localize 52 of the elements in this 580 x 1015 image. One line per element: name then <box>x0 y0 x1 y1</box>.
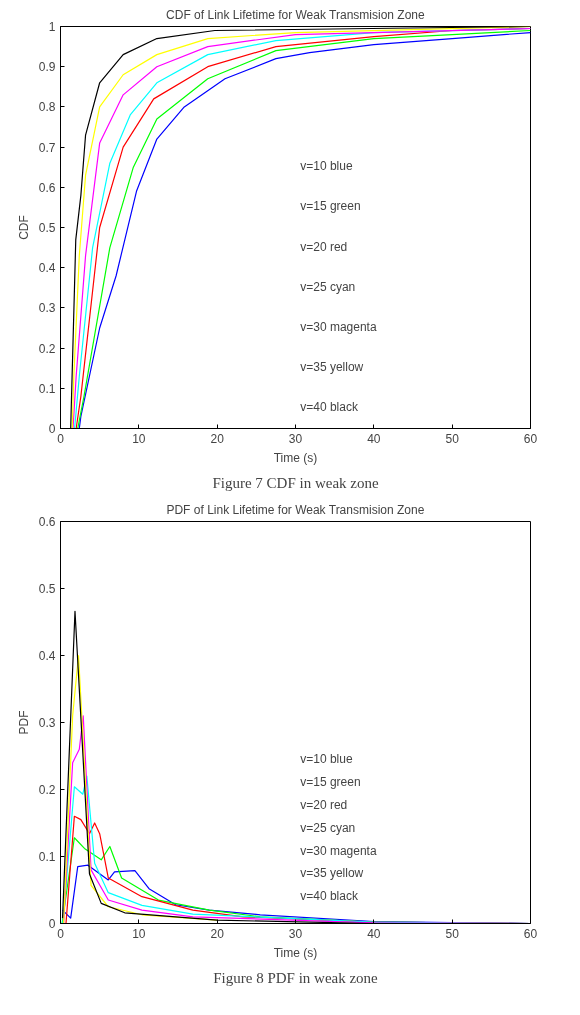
y-axis-title: CDF <box>16 215 31 240</box>
x-axis-title: Time (s) <box>273 945 318 960</box>
x-tick-label: 10 <box>132 926 146 941</box>
x-axis-title: Time (s) <box>273 450 318 465</box>
y-tick-label: 0.2 <box>38 341 56 356</box>
annotation: v=35 yellow <box>300 866 364 881</box>
y-tick-label: 0.2 <box>38 783 56 797</box>
y-tick-label: 0.4 <box>38 261 56 276</box>
y-tick-label: 1 <box>48 20 56 34</box>
x-tick-label: 30 <box>288 926 303 941</box>
x-tick-label: 20 <box>210 431 225 446</box>
annotation: v=10 blue <box>300 159 353 174</box>
annotation: v=30 magenta <box>300 843 377 858</box>
y-tick-label: 0.3 <box>38 716 56 730</box>
y-tick-label: 0.8 <box>38 100 56 115</box>
y-tick-label: 0.6 <box>38 515 56 529</box>
annotation: v=35 yellow <box>300 360 364 375</box>
x-tick-label: 60 <box>523 431 538 446</box>
y-tick-label: 0.7 <box>38 140 56 155</box>
annotation: v=20 red <box>300 239 348 254</box>
annotation: v=25 cyan <box>300 820 356 835</box>
y-tick-label: 0.1 <box>38 381 56 396</box>
x-tick-label: 40 <box>367 431 381 446</box>
annotation: v=20 red <box>300 797 348 812</box>
y-tick-label: 0.9 <box>38 60 56 75</box>
y-tick-label: 0.5 <box>38 582 56 596</box>
caption: Figure 8 PDF in weak zone <box>213 969 379 986</box>
annotation: v=25 cyan <box>300 279 356 294</box>
x-tick-label: 10 <box>132 431 146 446</box>
x-tick-label: 50 <box>445 926 460 941</box>
caption: Figure 7 CDF in weak zone <box>212 474 379 491</box>
y-tick-label: 0 <box>48 917 56 931</box>
y-tick-label: 0.6 <box>38 180 56 195</box>
y-tick-label: 0.5 <box>38 221 56 235</box>
chart-title: PDF of Link Lifetime for Weak Transmision Zone <box>166 502 425 517</box>
annotation: v=40 black <box>300 889 359 904</box>
chart-title: CDF of Link Lifetime for Weak Transmision Zone <box>166 7 425 22</box>
annotation: v=15 green <box>300 774 361 789</box>
annotation: v=15 green <box>300 199 361 214</box>
y-tick-label: 0.1 <box>38 850 56 864</box>
x-tick-label: 30 <box>288 431 303 446</box>
x-tick-label: 20 <box>210 926 225 941</box>
x-tick-label: 50 <box>445 431 460 446</box>
y-tick-label: 0.3 <box>38 301 56 316</box>
annotation: v=10 blue <box>300 751 353 766</box>
x-tick-label: 40 <box>367 926 381 941</box>
annotation: v=30 magenta <box>300 320 377 335</box>
x-tick-label: 60 <box>523 926 538 941</box>
y-axis-title: PDF <box>16 710 31 735</box>
y-tick-label: 0 <box>48 422 56 436</box>
annotation: v=40 black <box>300 400 359 415</box>
y-tick-label: 0.4 <box>38 649 56 663</box>
